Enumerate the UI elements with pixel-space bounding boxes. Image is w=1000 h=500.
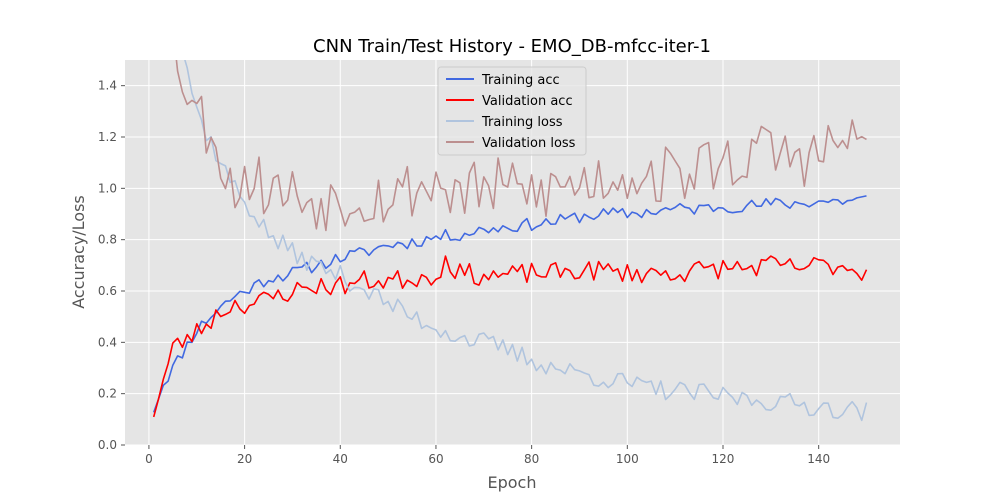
x-tick-label: 120 <box>712 452 735 466</box>
y-tick-label: 1.4 <box>98 79 117 93</box>
x-tick-label: 20 <box>237 452 252 466</box>
legend-entry: Training acc <box>481 73 560 88</box>
y-tick-label: 0.0 <box>98 438 117 452</box>
y-tick-label: 0.8 <box>98 233 117 247</box>
y-tick-label: 0.4 <box>98 335 117 349</box>
legend: Training acc Validation acc Training loss V… <box>437 66 587 156</box>
legend-entry: Training loss <box>481 115 563 130</box>
y-tick-label: 1.2 <box>98 130 117 144</box>
x-axis-label: Epoch <box>488 473 537 492</box>
chart-title: CNN Train/Test History - EMO_DB-mfcc-ite… <box>313 36 711 57</box>
x-tick-label: 140 <box>807 452 830 466</box>
y-tick-label: 0.2 <box>98 387 117 401</box>
x-tick-label: 100 <box>616 452 639 466</box>
series-line-1 <box>152 255 868 418</box>
x-tick-label: 60 <box>428 452 443 466</box>
series-layer <box>152 60 868 422</box>
y-tick-label: 0.6 <box>98 284 117 298</box>
y-tick-label: 1.0 <box>98 181 117 195</box>
series-line-3 <box>175 60 867 232</box>
series-line-2 <box>184 60 868 422</box>
x-tick-label: 0 <box>145 452 153 466</box>
ticks: 0 20 40 60 80 100 120 140 0.0 0.2 0.4 0.6 0.8 1.0 1.2 1… <box>98 79 830 466</box>
x-tick-label: 40 <box>333 452 348 466</box>
series-line-0 <box>152 195 867 413</box>
legend-entry: Validation loss <box>482 136 576 151</box>
x-tick-label: 80 <box>524 452 539 466</box>
y-axis-label: Accuracy/Loss <box>69 195 88 309</box>
legend-entry: Validation acc <box>482 94 573 109</box>
legend-box <box>437 66 587 156</box>
